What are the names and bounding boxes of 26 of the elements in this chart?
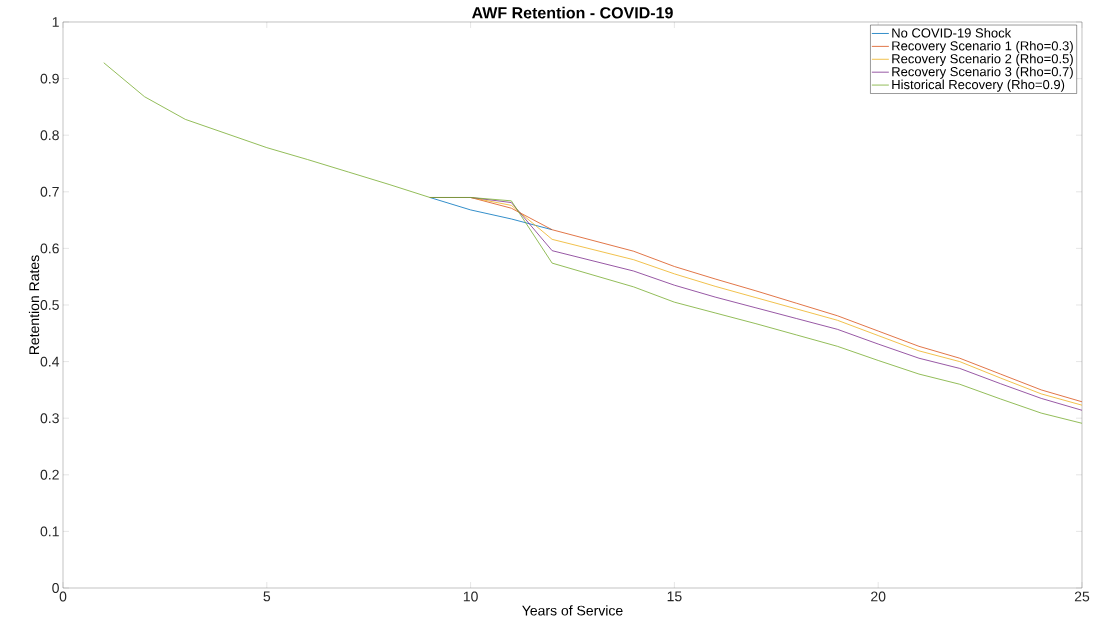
y-tick-label: 0.3 bbox=[40, 413, 59, 424]
legend-label: Recovery Scenario 2 (Rho=0.5) bbox=[892, 53, 1073, 66]
y-axis-title: Retention Rates bbox=[28, 255, 40, 355]
x-tick-label: 0 bbox=[59, 591, 67, 602]
legend-label: Recovery Scenario 1 (Rho=0.3) bbox=[892, 40, 1073, 54]
x-tick-label: 15 bbox=[667, 591, 682, 602]
line-series bbox=[429, 197, 553, 231]
y-tick-label: 0 bbox=[52, 583, 59, 593]
y-tick-label: 0.2 bbox=[40, 469, 59, 480]
x-tick-label: 5 bbox=[263, 591, 271, 602]
y-tick-label: 0.7 bbox=[40, 186, 59, 197]
x-tick-label: 20 bbox=[871, 591, 886, 602]
y-tick-label: 0.9 bbox=[40, 73, 59, 84]
y-tick-label: 0.1 bbox=[40, 526, 59, 537]
y-tick-label: 0.4 bbox=[40, 356, 60, 367]
x-tick-label: 10 bbox=[463, 591, 478, 602]
y-tick-label: 0.6 bbox=[40, 243, 59, 254]
y-tick-label: 0.8 bbox=[40, 130, 59, 141]
chart-title: AWF Retention - COVID-19 bbox=[472, 6, 673, 19]
x-tick-label: 25 bbox=[1074, 591, 1090, 602]
legend-label: No COVID-19 Shock bbox=[892, 28, 1012, 38]
y-tick-label: 0.5 bbox=[40, 300, 59, 310]
x-axis-title: Years of Service bbox=[522, 605, 623, 616]
y-tick-label: 1 bbox=[52, 17, 59, 27]
legend-label: Historical Recovery (Rho=0.9) bbox=[892, 79, 1065, 92]
legend-label: Recovery Scenario 3 (Rho=0.7) bbox=[892, 66, 1073, 79]
